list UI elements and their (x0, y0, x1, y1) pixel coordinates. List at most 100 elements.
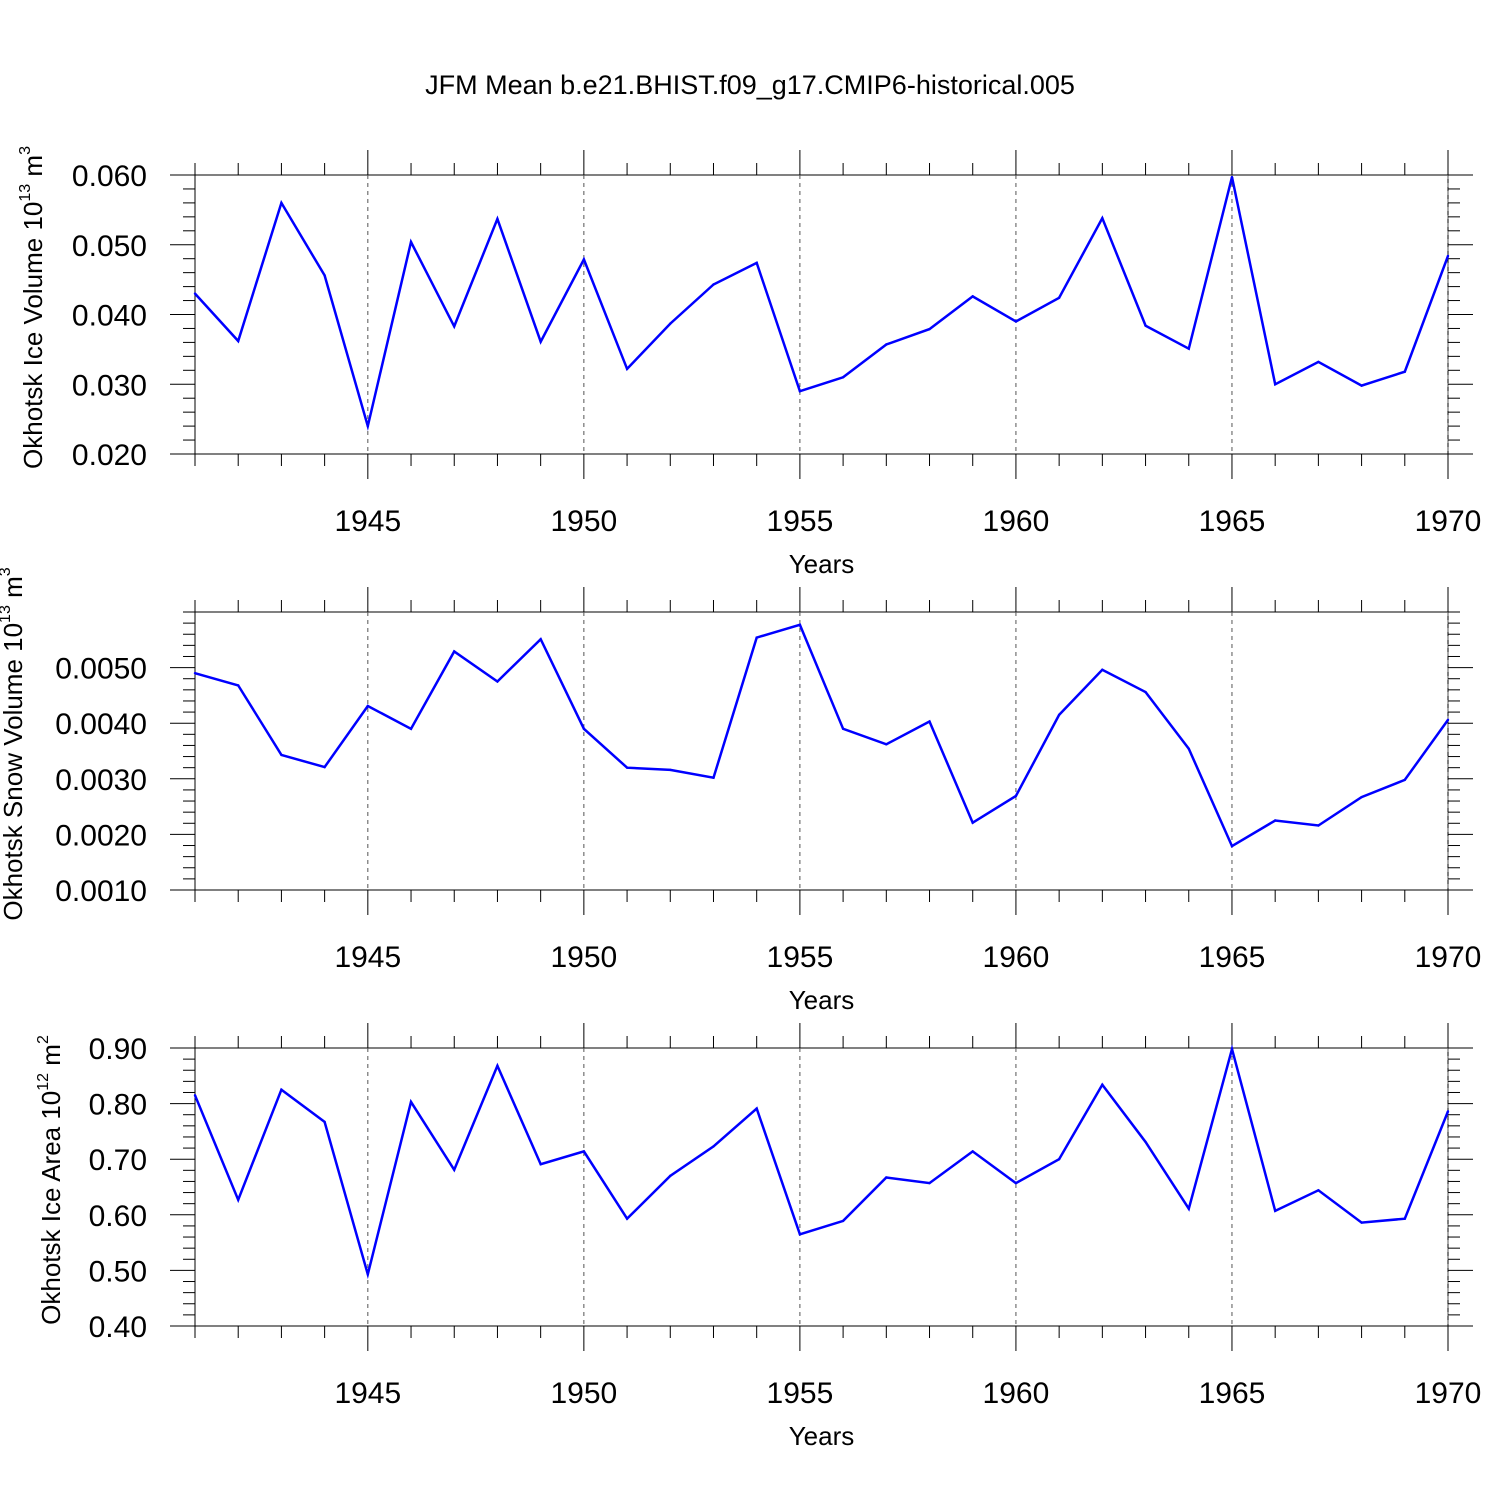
data-point (885, 343, 888, 346)
data-point (280, 753, 283, 757)
data-point (1014, 794, 1018, 798)
x-tick-label: 1955 (767, 1377, 834, 1410)
data-point (1014, 1181, 1018, 1185)
data-point (1187, 747, 1190, 750)
data-point (582, 258, 586, 261)
data-point (669, 1174, 672, 1178)
data-point (1273, 1209, 1277, 1213)
y-tick-label: 0.060 (72, 160, 147, 193)
y-tick-label: 0.60 (89, 1200, 147, 1233)
y-axis-label-text: Okhotsk Ice Volume 10 (18, 202, 48, 469)
x-tick-label: 1945 (334, 505, 401, 538)
data-point (1014, 320, 1018, 323)
data-point (453, 650, 456, 653)
data-point (1144, 690, 1147, 694)
x-tick-label: 1945 (334, 941, 401, 974)
y-tick-label: 0.0030 (55, 764, 147, 797)
y-axis-label-unit: m (36, 1044, 66, 1073)
data-point (712, 776, 715, 779)
y-tick-label: 0.030 (72, 369, 147, 402)
data-point (755, 636, 758, 639)
series-line (193, 1044, 1450, 1280)
x-tick-label: 1965 (1199, 941, 1266, 974)
data-point (1144, 1140, 1147, 1144)
y-tick-label: 0.0020 (55, 819, 147, 852)
data-point (453, 325, 456, 328)
data-point (1273, 819, 1277, 822)
y-axis-label: Okhotsk Snow Volume 1013 m3 (0, 567, 28, 920)
plot-frame (194, 611, 1449, 891)
data-point (496, 680, 499, 683)
data-point (669, 768, 672, 772)
data-point (625, 367, 629, 371)
data-point (1317, 360, 1320, 364)
data-point (366, 424, 370, 428)
data-point (409, 240, 413, 244)
x-tick-label: 1950 (550, 1377, 617, 1410)
data-point (496, 217, 499, 221)
data-point (841, 376, 845, 379)
data-point (1230, 1047, 1234, 1051)
data-point (323, 1120, 326, 1124)
data-point (193, 292, 197, 295)
data-point (712, 1145, 715, 1148)
data-point (1230, 844, 1234, 848)
data-point (841, 727, 845, 730)
x-tick-label: 1950 (550, 505, 617, 538)
x-tick-label: 1965 (1199, 1377, 1266, 1410)
data-point (625, 766, 629, 769)
data-point (1057, 296, 1061, 299)
data-point (798, 390, 802, 393)
data-point (1360, 795, 1363, 799)
data-point (1317, 824, 1320, 827)
data-point (1230, 175, 1234, 179)
data-point (539, 340, 542, 343)
data-point (193, 671, 197, 675)
data-point (323, 274, 326, 277)
y-tick-label: 0.0050 (55, 653, 147, 686)
data-point (755, 1107, 758, 1110)
data-point (409, 1100, 413, 1104)
y-axis-label-unit-exponent: 2 (35, 1035, 52, 1044)
plot-frame (194, 1047, 1449, 1327)
y-axis-label-exponent: 12 (35, 1073, 52, 1091)
data-point (237, 339, 240, 343)
data-point (798, 623, 802, 626)
panel-2: 0.0010 0.0020 0.0030 0.0040 0.0050 1945 1950 19… (0, 567, 1481, 1015)
x-tick-label: 1960 (983, 941, 1050, 974)
data-point (582, 727, 586, 730)
data-point (1101, 668, 1104, 672)
series-line (194, 176, 1450, 432)
data-point (1057, 1158, 1061, 1161)
data-point (1446, 254, 1450, 258)
panel-1: 0.020 0.030 0.040 0.050 0.060 1945 1950 1955 196… (17, 146, 1481, 579)
data-point (1360, 1221, 1363, 1224)
series-line (194, 623, 1450, 848)
y-tick-label: 0.040 (72, 300, 147, 333)
y-tick-label: 0.40 (89, 1311, 147, 1344)
x-tick-label: 1950 (550, 941, 617, 974)
x-tick-label: 1960 (983, 1377, 1050, 1410)
x-tick-label: 1970 (1415, 505, 1482, 538)
data-point (1101, 1083, 1104, 1086)
x-tick-label: 1960 (983, 505, 1050, 538)
data-point (928, 327, 931, 331)
y-axis-label-exponent: 13 (17, 184, 34, 202)
y-axis-label-unit-exponent: 3 (0, 567, 14, 576)
data-point (280, 1088, 283, 1091)
data-point (237, 684, 240, 687)
data-point (453, 1168, 456, 1171)
y-tick-label: 0.50 (89, 1255, 147, 1288)
data-point (798, 1233, 802, 1236)
data-point (885, 743, 888, 746)
y-tick-label: 0.050 (72, 230, 147, 263)
data-point (280, 201, 283, 205)
data-point (1187, 347, 1190, 350)
x-tick-label: 1970 (1415, 941, 1482, 974)
panel-3: 0.40 0.50 0.60 0.70 0.80 0.90 1945 1950 1955 1960… (35, 1023, 1481, 1451)
x-tick-label: 1945 (334, 1377, 401, 1410)
x-axis-label: Years (789, 1421, 855, 1451)
data-point (1446, 1110, 1450, 1113)
y-axis-label-unit-exponent: 3 (17, 146, 34, 155)
